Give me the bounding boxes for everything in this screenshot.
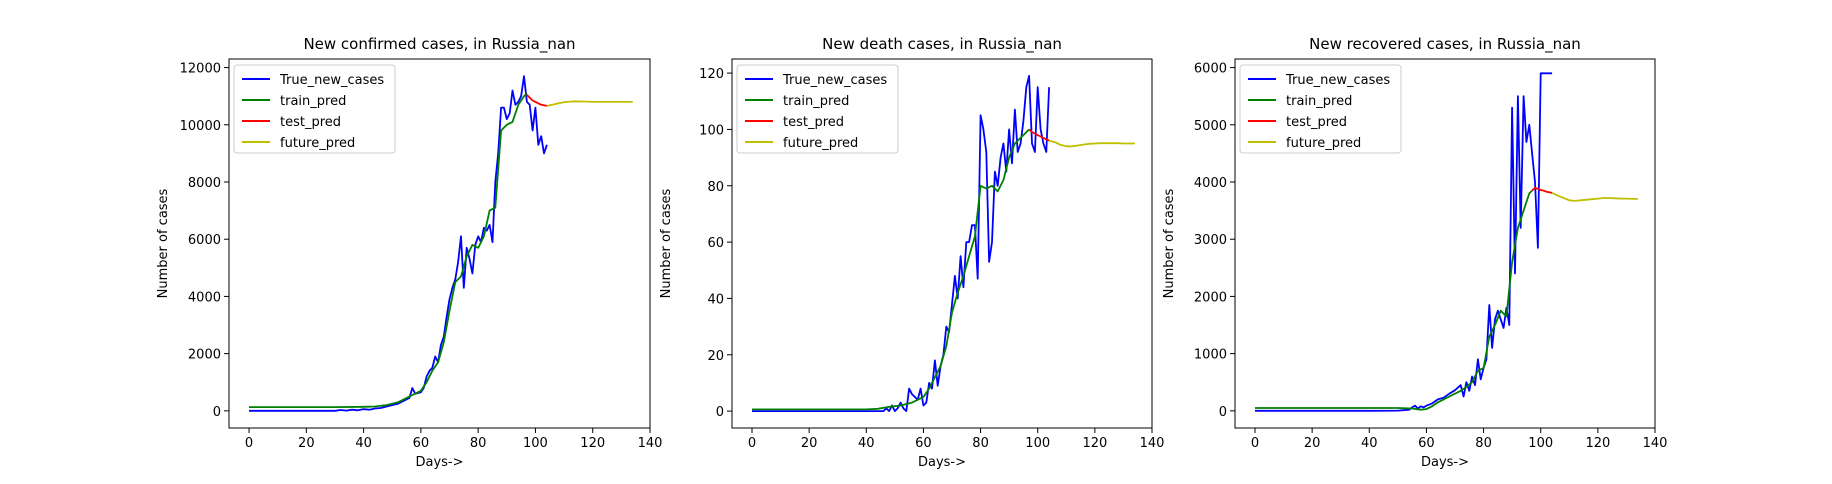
legend-entry: True_new_cases (279, 73, 384, 88)
series-line-test-pred (1531, 186, 1553, 194)
legend-box (736, 64, 899, 154)
series-group (1255, 72, 1638, 412)
series-line-future-pred (1551, 192, 1638, 202)
chart-title: New confirmed cases, in Russia_nan (303, 35, 575, 54)
y-tick-label: 12000 (180, 62, 221, 77)
y-tick-label: 10000 (180, 119, 221, 134)
plot-frame (731, 58, 1153, 429)
x-tick-label: 140 (1643, 436, 1668, 451)
x-axis-label: Days-> (1421, 455, 1469, 470)
x-tick-label: 100 (1025, 436, 1050, 451)
series-line-future-pred (546, 100, 633, 107)
y-axis-label: Number of cases (659, 188, 674, 298)
y-tick-label: 4000 (1194, 176, 1227, 191)
legend-entry: future_pred (280, 136, 355, 151)
y-axis-label: Number of cases (156, 188, 171, 298)
series-line-train-pred (249, 92, 528, 409)
chart-panel-2: New death cases, in Russia_nan 0 20 40 60 80 1… (659, 35, 1164, 470)
legend-entry: test_pred (783, 115, 844, 130)
chart-title: New recovered cases, in Russia_nan (1309, 35, 1581, 54)
x-tick-label: 60 (915, 436, 932, 451)
chart-title: New death cases, in Russia_nan (822, 35, 1062, 54)
y-tick-label: 2000 (1194, 290, 1227, 305)
x-tick-label: 60 (1418, 436, 1435, 451)
series-group (752, 75, 1135, 413)
y-tick-label: 8000 (188, 176, 221, 191)
y-tick-label: 2000 (188, 348, 221, 363)
chart-panel-1: New confirmed cases, in Russia_nan 0 20 40 6… (156, 35, 662, 470)
legend: True_new_cases train_pred test_pred future_… (1239, 64, 1402, 154)
x-tick-label: 40 (355, 436, 372, 451)
legend-box (1239, 64, 1402, 154)
x-tick-label: 0 (748, 436, 756, 451)
y-tick-label: 5000 (1194, 119, 1227, 134)
series-line-true-new-cases (249, 75, 548, 412)
x-tick-label: 100 (1528, 436, 1553, 451)
series-group (249, 75, 633, 412)
x-tick-label: 80 (470, 436, 487, 451)
x-tick-label: 0 (1251, 436, 1259, 451)
x-axis-label: Days-> (918, 455, 966, 470)
x-tick-label: 140 (1140, 436, 1165, 451)
legend: True_new_cases train_pred test_pred future_… (736, 64, 899, 154)
y-tick-label: 40 (707, 292, 724, 307)
legend: True_new_cases train_pred test_pred future_… (233, 64, 396, 154)
x-tick-label: 120 (1082, 436, 1107, 451)
y-tick-label: 6000 (188, 233, 221, 248)
x-tick-label: 120 (1585, 436, 1610, 451)
legend-entry: test_pred (280, 115, 341, 130)
y-tick-label: 120 (699, 67, 724, 82)
legend-entry: future_pred (783, 136, 858, 151)
y-tick-label: 3000 (1194, 233, 1227, 248)
series-line-train-pred (1255, 189, 1533, 411)
x-tick-label: 60 (413, 436, 430, 451)
y-tick-label: 1000 (1194, 348, 1227, 363)
y-tick-label: 0 (1219, 405, 1227, 420)
legend-entry: test_pred (1286, 115, 1347, 130)
x-tick-label: 40 (1361, 436, 1378, 451)
x-axis-label: Days-> (415, 455, 463, 470)
legend-entry: train_pred (1286, 94, 1352, 109)
x-tick-label: 20 (1304, 436, 1321, 451)
x-tick-label: 100 (523, 436, 548, 451)
series-line-test-pred (1028, 128, 1050, 142)
series-line-test-pred (526, 94, 548, 107)
series-line-true-new-cases (752, 75, 1050, 413)
plot-frame (228, 58, 651, 429)
y-tick-label: 0 (716, 405, 724, 420)
y-tick-label: 4000 (188, 290, 221, 305)
legend-entry: True_new_cases (782, 73, 887, 88)
legend-entry: train_pred (783, 94, 849, 109)
y-tick-label: 0 (213, 405, 221, 420)
x-tick-label: 20 (298, 436, 315, 451)
legend-entry: future_pred (1286, 136, 1361, 151)
x-tick-label: 0 (245, 436, 253, 451)
legend-entry: train_pred (280, 94, 346, 109)
plot-frame (1234, 58, 1656, 429)
y-axis-label: Number of cases (1162, 188, 1177, 298)
x-tick-label: 40 (858, 436, 875, 451)
legend-box (233, 64, 396, 154)
y-tick-label: 80 (707, 180, 724, 195)
y-tick-label: 100 (699, 123, 724, 138)
series-line-train-pred (752, 128, 1030, 411)
y-tick-label: 60 (707, 236, 724, 251)
chart-panel-3: New recovered cases, in Russia_nan 0 20 40 6… (1162, 35, 1667, 470)
series-line-future-pred (1048, 139, 1135, 148)
legend-entry: True_new_cases (1285, 73, 1390, 88)
x-tick-label: 80 (972, 436, 989, 451)
y-tick-label: 20 (707, 349, 724, 364)
x-tick-label: 80 (1475, 436, 1492, 451)
x-tick-label: 20 (801, 436, 818, 451)
y-tick-label: 6000 (1194, 62, 1227, 77)
x-tick-label: 140 (638, 436, 663, 451)
x-tick-label: 120 (580, 436, 605, 451)
